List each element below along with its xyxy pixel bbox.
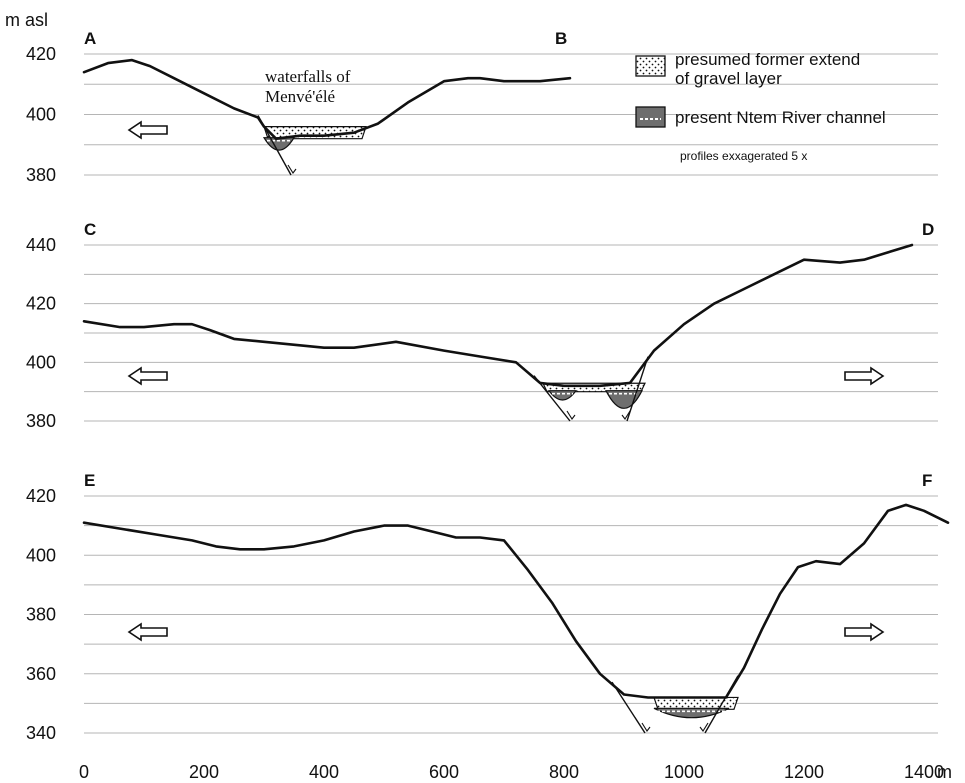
y-tick-label: 380	[26, 165, 56, 185]
profile-end-label: F	[922, 471, 932, 490]
x-tick-label: 800	[549, 762, 579, 782]
x-tick-label: 400	[309, 762, 339, 782]
legend: presumed former extend of gravel layer p…	[635, 50, 886, 163]
fault-arrow	[566, 410, 576, 420]
legend-gravel-swatch	[635, 55, 666, 77]
profile-start-label: A	[84, 29, 96, 48]
left-direction-arrow	[127, 120, 168, 140]
exaggeration-note: profiles exxagerated 5 x	[680, 149, 807, 163]
gravel-layer	[263, 126, 367, 140]
x-tick-label: 600	[429, 762, 459, 782]
profile-panel-ab: 380 400 420 A B	[26, 29, 938, 185]
x-tick-label: 1000	[664, 762, 704, 782]
y-tick-label: 360	[26, 664, 56, 684]
legend-gravel-label-1: presumed former extend	[675, 50, 860, 69]
annotation-line-2: Menvé'élé	[265, 87, 335, 106]
profile-line	[82, 58, 572, 140]
y-tick-label: 400	[26, 352, 56, 372]
profile-start-label: C	[84, 220, 96, 239]
y-tick-label: 420	[26, 44, 56, 64]
profile-end-label: D	[922, 220, 934, 239]
y-axis-unit-label: m asl	[5, 10, 48, 30]
left-direction-arrow	[127, 622, 168, 642]
y-tick-label: 380	[26, 411, 56, 431]
gravel-layer	[653, 696, 739, 710]
legend-channel-swatch	[635, 106, 666, 128]
fault-arrow	[641, 722, 651, 732]
y-tick-label: 400	[26, 105, 56, 125]
right-direction-arrow	[844, 622, 885, 642]
fault-arrow	[699, 722, 709, 732]
x-tick-label: 0	[79, 762, 89, 782]
x-tick-label: 1400	[904, 762, 944, 782]
y-tick-label: 380	[26, 605, 56, 625]
fault-line	[626, 356, 649, 422]
annotation-line-1: waterfalls of	[265, 67, 351, 86]
legend-gravel-label-2: of gravel layer	[675, 69, 782, 88]
x-axis: 0 200 400 600 800 1000 1200 1400	[79, 762, 944, 782]
profile-panel-cd: 380 400 420 440 C D	[26, 220, 938, 431]
y-tick-label: 420	[26, 294, 56, 314]
left-direction-arrow	[127, 366, 168, 386]
profile-line	[82, 243, 914, 388]
profile-end-label: B	[555, 29, 567, 48]
x-tick-label: 200	[189, 762, 219, 782]
waterfall-annotation: waterfalls of Menvé'élé	[265, 67, 351, 106]
y-tick-label: 440	[26, 235, 56, 255]
fault-arrow	[621, 410, 631, 420]
y-tick-label: 340	[26, 723, 56, 743]
x-tick-label: 1200	[784, 762, 824, 782]
legend-channel-label: present Ntem River channel	[675, 108, 886, 127]
fault-arrow	[287, 164, 297, 174]
profile-panel-ef: 340 360 380 400 420 E F	[26, 471, 950, 743]
profile-line	[82, 503, 950, 699]
y-tick-label: 400	[26, 545, 56, 565]
y-tick-label: 420	[26, 486, 56, 506]
x-axis-unit-label: m	[937, 762, 952, 782]
right-direction-arrow	[844, 366, 885, 386]
profile-start-label: E	[84, 471, 95, 490]
